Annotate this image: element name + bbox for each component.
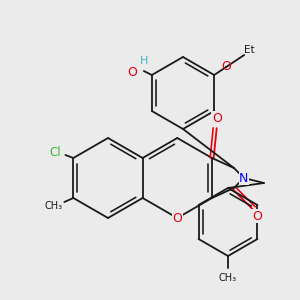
Text: O: O — [127, 65, 137, 79]
Text: Et: Et — [244, 45, 254, 55]
Text: CH₃: CH₃ — [44, 201, 62, 211]
Text: Cl: Cl — [50, 146, 61, 160]
Text: O: O — [252, 209, 262, 223]
Text: CH₃: CH₃ — [219, 273, 237, 283]
Text: O: O — [221, 61, 231, 74]
Text: O: O — [172, 212, 182, 224]
Text: H: H — [140, 56, 148, 66]
Text: N: N — [239, 172, 249, 184]
Text: O: O — [212, 112, 222, 124]
